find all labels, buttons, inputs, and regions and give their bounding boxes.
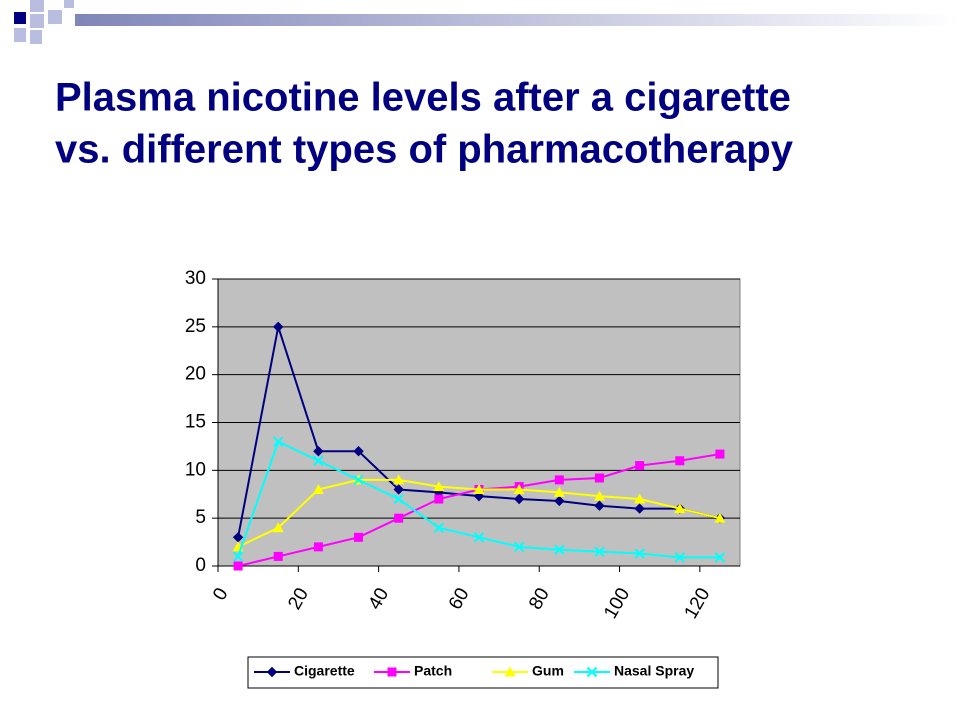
- marker: [354, 532, 364, 542]
- legend-label: Cigarette: [294, 663, 355, 679]
- marker: [593, 490, 605, 501]
- marker: [312, 483, 324, 494]
- marker: [273, 436, 284, 447]
- marker: [433, 481, 445, 492]
- legend-box: [247, 656, 719, 689]
- marker: [313, 542, 323, 552]
- marker: [634, 503, 645, 514]
- marker: [393, 484, 404, 495]
- marker: [674, 552, 685, 563]
- legend-label: Patch: [414, 663, 452, 679]
- marker: [554, 475, 564, 485]
- x-tick-label: 0: [209, 585, 232, 605]
- marker: [232, 551, 244, 562]
- marker: [473, 483, 485, 494]
- y-tick-label: 25: [185, 316, 206, 337]
- y-tick-label: 20: [185, 364, 206, 385]
- legend-marker: [266, 666, 278, 678]
- marker: [353, 474, 364, 486]
- marker: [554, 495, 565, 507]
- marker: [513, 493, 525, 505]
- marker: [272, 522, 284, 533]
- marker: [273, 551, 283, 561]
- title-line: Plasma nicotine levels after a cigarette: [55, 76, 791, 120]
- legend-marker: [387, 667, 397, 677]
- y-tick-label: 10: [185, 459, 206, 480]
- title-line: vs. different types of pharmacotherapy: [55, 128, 794, 172]
- marker: [635, 461, 645, 471]
- marker: [554, 544, 565, 555]
- slide-decoration: [14, 0, 960, 44]
- marker: [433, 522, 445, 533]
- x-tick-label: 80: [525, 585, 554, 614]
- marker: [553, 486, 565, 497]
- x-tick-label: 120: [680, 585, 714, 623]
- legend-label: Nasal Spray: [614, 663, 694, 679]
- y-tick-label: 5: [195, 507, 206, 528]
- marker: [634, 493, 646, 504]
- marker: [353, 445, 364, 457]
- marker: [513, 541, 525, 553]
- marker: [634, 548, 645, 559]
- marker: [473, 532, 485, 543]
- x-tick-label: 100: [600, 585, 634, 623]
- marker: [714, 552, 726, 563]
- legend-label: Gum: [532, 663, 564, 679]
- marker: [233, 561, 243, 571]
- marker: [715, 449, 725, 459]
- marker: [313, 455, 324, 466]
- x-tick-label: 60: [445, 585, 474, 614]
- marker: [393, 493, 404, 505]
- marker: [675, 456, 685, 466]
- marker: [513, 483, 525, 494]
- legend-marker: [586, 666, 598, 678]
- marker: [594, 473, 604, 483]
- marker: [674, 503, 686, 514]
- marker: [714, 512, 726, 523]
- legend-marker: [504, 666, 516, 677]
- marker: [594, 546, 605, 557]
- y-tick-label: 15: [185, 412, 206, 433]
- marker: [313, 445, 324, 457]
- marker: [393, 474, 405, 485]
- x-tick-label: 40: [365, 585, 394, 614]
- marker: [594, 500, 605, 511]
- y-tick-label: 0: [195, 555, 206, 576]
- marker: [434, 494, 444, 504]
- marker: [273, 321, 284, 333]
- x-tick-label: 20: [284, 585, 313, 614]
- marker: [394, 513, 404, 523]
- y-tick-label: 30: [185, 268, 206, 289]
